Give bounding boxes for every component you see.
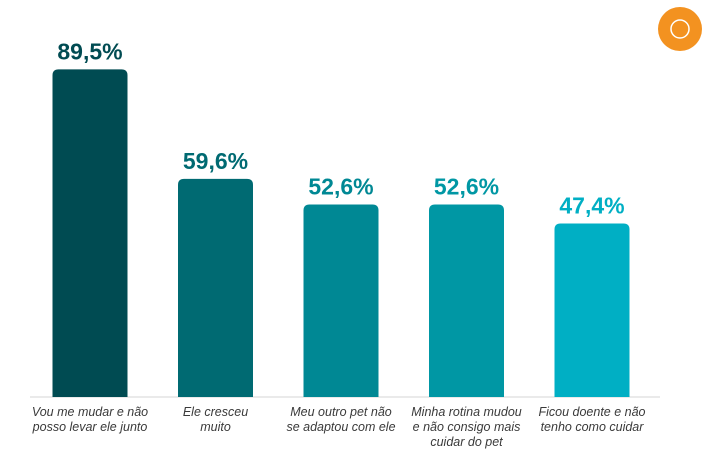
bar bbox=[303, 204, 379, 397]
bar bbox=[554, 223, 630, 397]
bar bbox=[178, 178, 253, 397]
logo bbox=[658, 7, 702, 51]
value-label: 89,5% bbox=[57, 38, 122, 64]
value-label: 47,4% bbox=[559, 193, 624, 219]
value-label: 52,6% bbox=[434, 173, 499, 199]
category-label: Vou me mudar e não posso levar ele junto bbox=[31, 405, 149, 434]
bar bbox=[429, 204, 504, 397]
category-label: Minha rotina mudou e não consigo mais cu… bbox=[411, 405, 522, 449]
category-label: Ficou doente e não tenho como cuidar bbox=[538, 405, 646, 434]
value-label: 52,6% bbox=[308, 173, 373, 199]
category-label: Ele cresceu muito bbox=[182, 405, 249, 434]
value-label: 59,6% bbox=[183, 148, 248, 174]
category-label: Meu outro pet não se adaptou com ele bbox=[286, 405, 396, 434]
bar bbox=[52, 69, 128, 398]
